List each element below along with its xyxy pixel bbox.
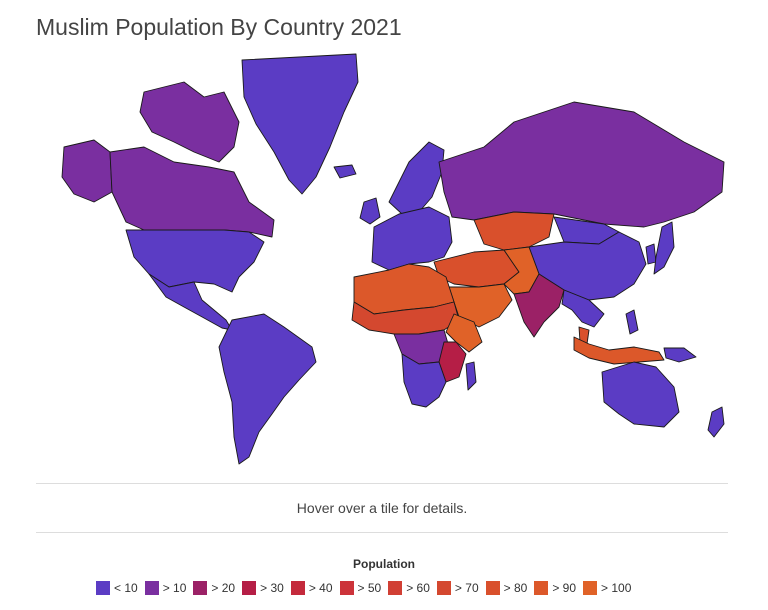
legend-item[interactable]: > 90 (534, 581, 576, 595)
legend-swatch (242, 581, 257, 595)
legend-item[interactable]: < 10 (96, 581, 138, 595)
map-region-new-zealand[interactable] (707, 406, 725, 438)
legend-label: > 50 (357, 581, 382, 595)
legend-item[interactable]: > 40 (290, 581, 333, 595)
legend-item[interactable]: > 80 (485, 581, 528, 595)
map-region-arctic-islands[interactable] (139, 81, 240, 163)
legend-swatch (339, 581, 354, 595)
map-region-korea[interactable] (645, 243, 657, 265)
legend-item[interactable]: > 20 (193, 581, 235, 595)
legend-label: > 80 (503, 581, 528, 595)
legend-item[interactable]: > 70 (436, 581, 479, 595)
world-map[interactable] (34, 52, 730, 472)
map-region-madagascar[interactable] (465, 361, 477, 391)
map-region-new-guinea[interactable] (663, 347, 697, 363)
map-region-alaska[interactable] (61, 139, 113, 203)
legend-swatch (193, 581, 208, 595)
map-region-southeast-asia[interactable] (561, 289, 605, 328)
map-region-japan[interactable] (653, 221, 675, 275)
legend-swatch (436, 581, 451, 595)
legend-swatch (534, 581, 549, 595)
legend-swatch (96, 581, 110, 595)
legend-label: > 60 (406, 581, 430, 595)
page-title: Muslim Population By Country 2021 (36, 14, 402, 40)
map-region-southern-africa[interactable] (401, 353, 447, 408)
map-region-russia[interactable] (438, 101, 725, 228)
map-region-australia[interactable] (601, 361, 680, 428)
legend-swatch (290, 581, 305, 595)
legend-swatch (144, 581, 159, 595)
map-region-scandinavia[interactable] (388, 141, 445, 215)
map-region-philippines[interactable] (625, 309, 639, 335)
legend-item[interactable]: > 30 (242, 581, 284, 595)
legend-item[interactable]: > 10 (144, 581, 187, 595)
map-region-central-asia[interactable] (473, 211, 555, 251)
legend-title: Population (353, 557, 415, 571)
legend-label: > 100 (601, 581, 632, 595)
map-region-usa[interactable] (125, 229, 265, 293)
map-region-iceland[interactable] (333, 164, 357, 179)
map-region-horn-of-africa[interactable] (445, 313, 483, 353)
map-region-south-asia[interactable] (513, 273, 565, 338)
legend: < 10 > 10 > 20 > 30 > 40 > 50 > 60 > 70 … (96, 580, 638, 596)
map-region-mexico-central-america[interactable] (148, 273, 233, 331)
legend-label: < 10 (114, 581, 138, 595)
legend-label: > 90 (552, 581, 577, 595)
info-text: Hover over a tile for details. (296, 500, 468, 516)
info-box: Hover over a tile for details. (36, 483, 728, 533)
map-region-south-america[interactable] (218, 313, 317, 465)
legend-swatch (388, 581, 403, 595)
world-map-svg[interactable] (34, 52, 730, 472)
legend-label: > 10 (162, 581, 187, 595)
legend-swatch (583, 581, 598, 595)
legend-item[interactable]: > 50 (339, 581, 382, 595)
map-region-indonesia[interactable] (573, 336, 665, 365)
map-region-greenland[interactable] (241, 53, 359, 195)
legend-label: > 70 (454, 581, 479, 595)
map-region-europe[interactable] (371, 206, 453, 271)
map-region-canada[interactable] (109, 146, 275, 238)
map-region-uk-ireland[interactable] (359, 197, 381, 225)
legend-item[interactable]: > 60 (388, 581, 430, 595)
legend-swatch (485, 581, 500, 595)
legend-label: > 40 (308, 581, 333, 595)
legend-item[interactable]: > 100 (583, 581, 631, 595)
legend-label: > 20 (211, 581, 236, 595)
legend-label: > 30 (260, 581, 284, 595)
